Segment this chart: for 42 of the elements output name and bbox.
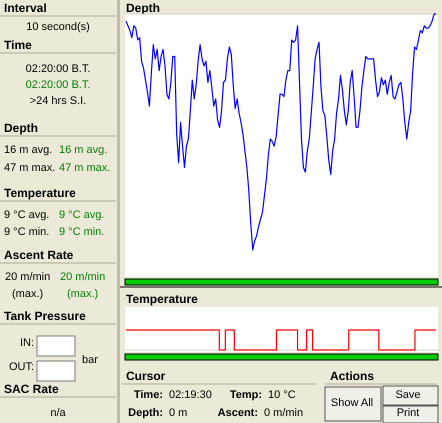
text: (max.) xyxy=(67,288,98,300)
text: 9 °C min. xyxy=(59,226,104,238)
text: 02:19:30 xyxy=(169,389,212,401)
text: OUT: xyxy=(8,361,34,373)
chart-title: Depth xyxy=(126,1,160,15)
text: 10 °C xyxy=(268,389,296,401)
text: Temperature xyxy=(4,186,76,200)
text: 20 m/min xyxy=(5,271,50,283)
text: 16 m avg. xyxy=(59,144,108,156)
text: Ascent Rate xyxy=(4,248,74,262)
text: Tank Pressure xyxy=(4,309,86,323)
chart-title: Temperature xyxy=(126,292,198,306)
text: 9 °C avg. xyxy=(4,209,50,221)
text: Time xyxy=(4,38,32,52)
text: 20 m/min xyxy=(60,271,106,283)
text: 47 m max. xyxy=(59,162,110,174)
text: n/a xyxy=(50,407,67,419)
text: Print xyxy=(396,407,420,419)
text: 9 °C avg. xyxy=(59,209,104,221)
text: Time: xyxy=(134,389,163,401)
text: 47 m max. xyxy=(4,162,56,174)
text: 10 second(s) xyxy=(26,21,90,33)
text: Show All xyxy=(330,397,374,409)
text: 16 m avg. xyxy=(4,144,52,156)
text: (max.) xyxy=(12,288,44,300)
text: SAC Rate xyxy=(4,382,60,396)
text: Depth xyxy=(4,121,38,135)
text: 9 °C min. xyxy=(4,226,50,238)
text: bar xyxy=(82,354,98,366)
text: Actions xyxy=(330,369,374,383)
text: Depth: xyxy=(128,407,163,419)
text: 02:20:00 B.T. xyxy=(26,63,90,75)
text: 0 m xyxy=(169,407,188,419)
text: Temp: xyxy=(230,389,262,401)
text: Save xyxy=(395,389,421,401)
text: 0 m/min xyxy=(264,407,304,419)
text: 02:20:00 B.T. xyxy=(26,79,90,91)
text: Interval xyxy=(4,1,47,15)
text: Ascent: xyxy=(218,407,258,419)
text: >24 hrs S.I. xyxy=(30,95,86,107)
text: IN: xyxy=(20,337,34,349)
text: Cursor xyxy=(126,369,166,383)
